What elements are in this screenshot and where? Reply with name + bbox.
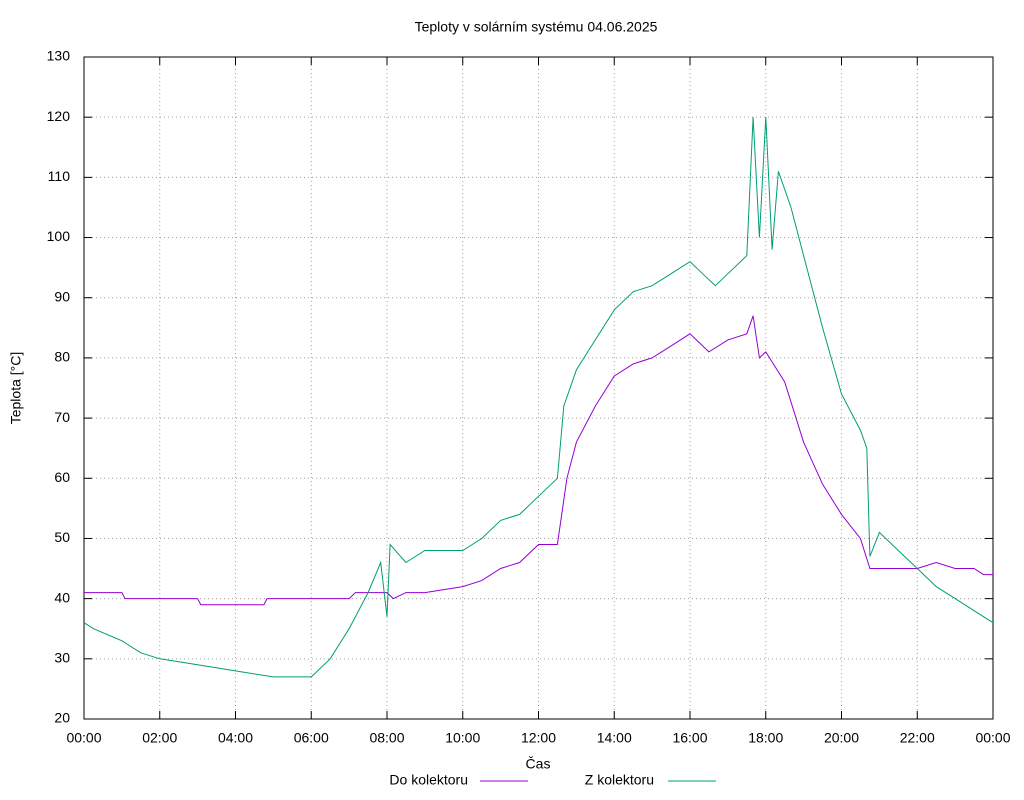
y-tick-label: 100 bbox=[47, 228, 71, 244]
y-tick-label: 80 bbox=[54, 349, 70, 365]
x-tick-label: 02:00 bbox=[142, 730, 177, 746]
y-tick-label: 130 bbox=[47, 48, 71, 64]
chart-title: Teploty v solárním systému 04.06.2025 bbox=[415, 19, 658, 35]
y-tick-label: 120 bbox=[47, 108, 71, 124]
plot-frame bbox=[83, 56, 994, 720]
legend-label: Do kolektoru bbox=[389, 772, 468, 788]
legend-label: Z kolektoru bbox=[585, 772, 654, 788]
y-tick-label: 110 bbox=[48, 168, 71, 184]
x-tick-label: 22:00 bbox=[900, 730, 935, 746]
y-tick-label: 30 bbox=[54, 650, 70, 666]
series-line bbox=[84, 315, 993, 606]
x-tick-label: 08:00 bbox=[369, 730, 404, 746]
y-tick-label: 50 bbox=[54, 529, 70, 545]
y-tick-label: 90 bbox=[54, 288, 70, 304]
y-tick-label: 70 bbox=[54, 409, 70, 425]
x-tick-label: 18:00 bbox=[748, 730, 783, 746]
x-tick-label: 04:00 bbox=[218, 730, 253, 746]
x-tick-label: 00:00 bbox=[975, 730, 1010, 746]
y-tick-label: 60 bbox=[54, 469, 70, 485]
x-tick-label: 10:00 bbox=[445, 730, 480, 746]
y-axis-label: Teplota [°C] bbox=[8, 352, 24, 425]
x-tick-label: 00:00 bbox=[66, 730, 101, 746]
y-tick-label: 20 bbox=[54, 710, 70, 726]
x-tick-label: 16:00 bbox=[672, 730, 707, 746]
x-tick-label: 06:00 bbox=[294, 730, 329, 746]
x-tick-label: 12:00 bbox=[521, 730, 556, 746]
x-tick-label: 14:00 bbox=[597, 730, 632, 746]
y-tick-label: 40 bbox=[54, 589, 70, 605]
x-axis-label: Čas bbox=[526, 756, 551, 772]
series-line bbox=[83, 117, 994, 678]
x-tick-label: 20:00 bbox=[824, 730, 859, 746]
